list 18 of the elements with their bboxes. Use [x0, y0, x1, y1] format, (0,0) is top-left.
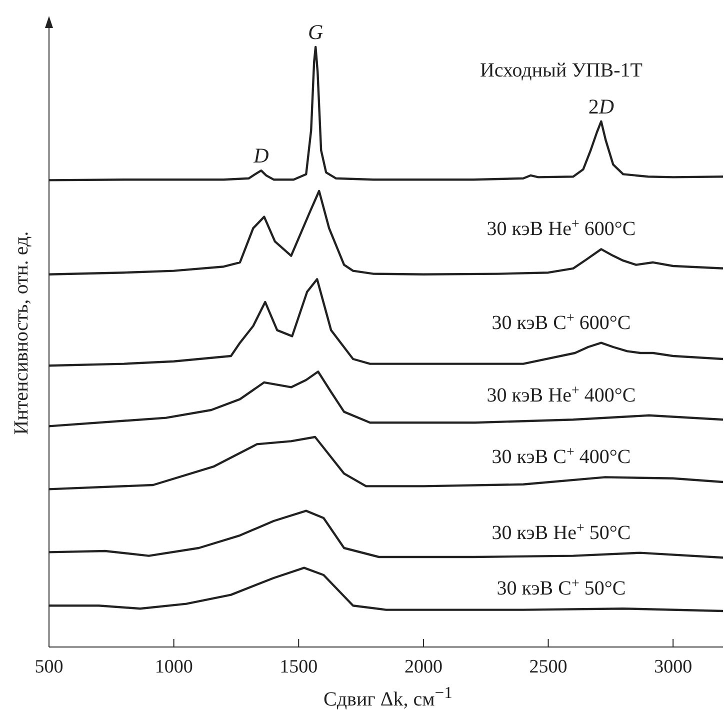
x-tick-label: 1000	[154, 656, 193, 678]
x-tick-label: 2000	[404, 656, 442, 678]
annotation: G	[308, 20, 324, 44]
text: Исходный УПВ-1Т	[480, 59, 643, 82]
series-label: 30 кэВ C$^{+}$ 50°C	[496, 576, 626, 600]
x-tick-label: 3000	[654, 656, 692, 678]
annotation: D	[252, 144, 269, 168]
series-label: 30 кэВ He$^{+}$ 50°C	[492, 520, 631, 544]
y-axis-title: Интенсивность, отн. ед.	[10, 231, 34, 435]
x-tick-label: 1500	[280, 656, 318, 678]
series-label: 30 кэВ He$^{+}$ 600°C	[486, 216, 636, 240]
x-tick-label: 500	[34, 656, 64, 678]
series-label: 30 кэВ C$^{+}$ 600°C	[492, 310, 631, 334]
series-label: 30 кэВ He$^{+}$ 400°C	[486, 382, 636, 406]
x-tick-label: 2500	[529, 656, 568, 678]
annotation: 2D	[588, 94, 614, 118]
series-label: 30 кэВ C$^{+}$ 400°C	[492, 444, 631, 468]
x-axis-title: Сдвиг Δk, см$^{−1}$	[322, 683, 454, 710]
